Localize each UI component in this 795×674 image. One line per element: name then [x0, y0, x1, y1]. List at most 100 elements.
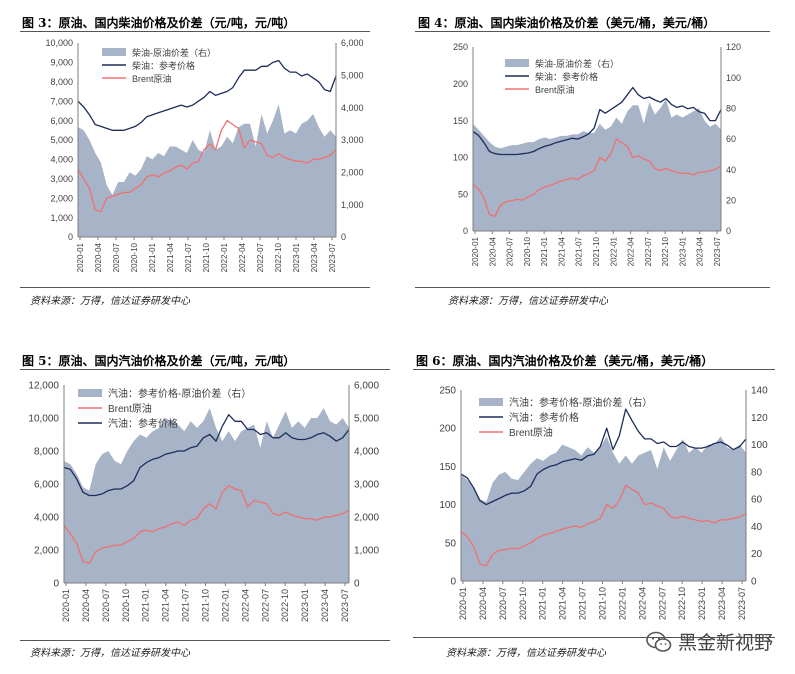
right-tick-label: 2,000: [341, 167, 364, 177]
legend-label: Brent原油: [535, 84, 575, 95]
right-tick-label: 60: [751, 495, 763, 506]
left-tick-label: 3,000: [50, 174, 73, 184]
x-tick-label: 2021-04: [557, 236, 566, 266]
legend-label: 柴油-原油价差（右）: [535, 58, 619, 69]
x-tick-label: 2020-04: [94, 242, 103, 272]
right-tick-label: 1,000: [341, 200, 364, 210]
x-tick-label: 2022-01: [220, 242, 229, 272]
x-tick-label: 2023-04: [717, 587, 727, 620]
legend-swatch-area: [479, 398, 503, 406]
x-tick-label: 2020-10: [518, 587, 528, 620]
x-tick-label: 2020-04: [488, 236, 497, 266]
x-tick-label: 2022-01: [220, 589, 230, 622]
right-tick-label: 0: [751, 577, 757, 588]
left-tick-label: 200: [439, 424, 456, 435]
left-tick-label: 10,000: [28, 414, 59, 425]
x-tick-label: 2020-04: [81, 589, 91, 622]
x-tick-label: 2023-04: [696, 236, 705, 266]
x-tick-label: 2022-04: [627, 236, 636, 266]
legend-label: 汽油：参考价格-原油价差（右）: [108, 387, 251, 400]
left-tick-label: 0: [463, 226, 468, 236]
right-tick-label: 120: [751, 413, 768, 424]
chart-gasoline-rmb: 0 2,000 4,000 6,000 8,000 10,000 12,000 0 1,000 2…: [28, 381, 379, 623]
series-area-0: [78, 104, 336, 238]
right-tick-label: 5,000: [341, 70, 364, 80]
source-rule: [20, 640, 390, 641]
x-tick-label: 2023-07: [328, 242, 337, 272]
right-tick-label: 40: [726, 165, 736, 175]
left-tick-label: 0: [450, 577, 456, 588]
right-tick-label: 3,000: [341, 135, 364, 145]
legend-label: Brent原油: [108, 402, 152, 415]
legend-label: 汽油：参考价格: [108, 417, 178, 430]
source-note: 资料来源：万得，信达证券研发中心: [30, 296, 190, 307]
legend-label: 汽油：参考价格: [509, 411, 579, 424]
right-tick-label: 140: [751, 386, 768, 397]
left-tick-label: 9,000: [50, 58, 73, 68]
left-tick-label: 12,000: [28, 381, 59, 392]
x-tick-label: 2022-07: [657, 587, 667, 620]
source-rule: [415, 287, 770, 288]
chart-gasoline-usd: 0 50 100 150 200 250 0 20 40 60 80 100 120 140 2020-01…: [439, 386, 768, 621]
series-line-2: [472, 138, 722, 217]
left-tick-label: 10,000: [45, 38, 73, 48]
x-tick-label: 2020-10: [523, 236, 532, 266]
x-tick-label: 2022-07: [256, 242, 265, 272]
x-tick-label: 2022-10: [280, 589, 290, 622]
left-tick-label: 100: [439, 500, 456, 511]
chart-title: 图 3：原油、国内柴油价格及价差（元/吨，元/吨）: [22, 16, 296, 30]
source-rule: [413, 637, 775, 638]
source-note: 资料来源：万得，信达证券研发中心: [448, 296, 608, 307]
title-rule: [20, 369, 390, 370]
x-tick-label: 2023-01: [678, 236, 687, 266]
legend-label: 柴油：参考价格: [132, 60, 195, 71]
right-tick-label: 20: [751, 549, 763, 560]
left-tick-label: 0: [53, 579, 59, 590]
right-tick-label: 100: [726, 73, 741, 83]
left-tick-label: 200: [453, 79, 468, 89]
series-line-1: [77, 59, 337, 131]
right-tick-label: 4,000: [354, 447, 379, 458]
x-tick-label: 2020-10: [121, 589, 131, 622]
x-tick-label: 2021-01: [540, 236, 549, 266]
right-tick-label: 5,000: [354, 414, 379, 425]
right-tick-label: 100: [751, 440, 768, 451]
x-tick-label: 2021-10: [202, 242, 211, 272]
left-tick-label: 6,000: [50, 116, 73, 126]
x-tick-label: 2022-01: [609, 236, 618, 266]
legend-label: Brent原油: [509, 426, 553, 439]
x-tick-label: 2023-07: [713, 236, 722, 266]
x-tick-label: 2022-07: [260, 589, 270, 622]
left-tick-label: 4,000: [34, 513, 59, 524]
left-tick-label: 250: [439, 386, 456, 397]
x-tick-label: 2020-04: [478, 587, 488, 620]
x-tick-label: 2020-07: [506, 236, 515, 266]
x-tick-label: 2023-01: [300, 589, 310, 622]
x-tick-label: 2022-01: [617, 587, 627, 620]
right-tick-label: 80: [751, 467, 763, 478]
chart-title: 图 4：原油、国内柴油价格及价差（美元/桶，美元/桶）: [418, 16, 716, 30]
series-line-1: [460, 408, 747, 506]
x-tick-label: 2021-07: [578, 587, 588, 620]
x-tick-label: 2021-04: [161, 589, 171, 622]
x-tick-label: 2020-07: [112, 242, 121, 272]
wechat-icon: [646, 631, 672, 652]
source-note: 资料来源：万得，信达证券研发中心: [30, 648, 190, 659]
x-tick-label: 2022-10: [661, 236, 670, 266]
chart-title: 图 5：原油、国内汽油价格及价差（元/吨，元/吨）: [22, 354, 296, 368]
legend-label: 柴油-原油价差（右）: [132, 47, 216, 58]
right-tick-label: 2,000: [354, 513, 379, 524]
right-tick-label: 120: [726, 42, 741, 52]
series-line-2: [63, 414, 350, 497]
title-rule: [20, 31, 370, 32]
legend-swatch-area: [505, 59, 529, 67]
left-tick-label: 0: [68, 232, 73, 242]
right-tick-label: 0: [341, 232, 346, 242]
left-tick-label: 150: [439, 462, 456, 473]
left-tick-label: 50: [445, 538, 457, 549]
right-tick-label: 6,000: [354, 381, 379, 392]
x-tick-label: 2020-01: [76, 242, 85, 272]
left-tick-label: 4,000: [50, 155, 73, 165]
x-tick-label: 2021-07: [575, 236, 584, 266]
left-tick-label: 1,000: [50, 213, 73, 223]
